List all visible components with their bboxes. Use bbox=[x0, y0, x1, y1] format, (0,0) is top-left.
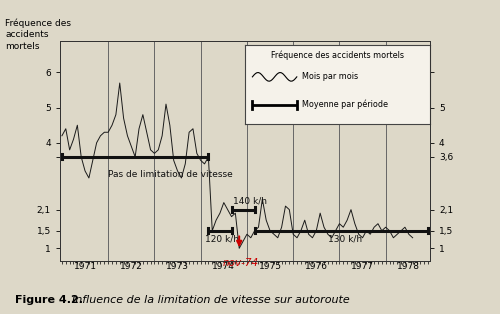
Text: 120 k/h: 120 k/h bbox=[204, 235, 238, 244]
Text: Influence de la limitation de vitesse sur autoroute: Influence de la limitation de vitesse su… bbox=[72, 295, 350, 305]
Text: 140 k/h: 140 k/h bbox=[234, 196, 268, 205]
Text: Pas de limitation de vitesse: Pas de limitation de vitesse bbox=[108, 170, 233, 179]
Text: Figure 4.2.: Figure 4.2. bbox=[15, 295, 83, 305]
Text: Fréquence des
accidents
mortels: Fréquence des accidents mortels bbox=[5, 19, 71, 51]
Text: 130 k/h: 130 k/h bbox=[328, 235, 362, 244]
Text: nov-74: nov-74 bbox=[223, 258, 259, 268]
